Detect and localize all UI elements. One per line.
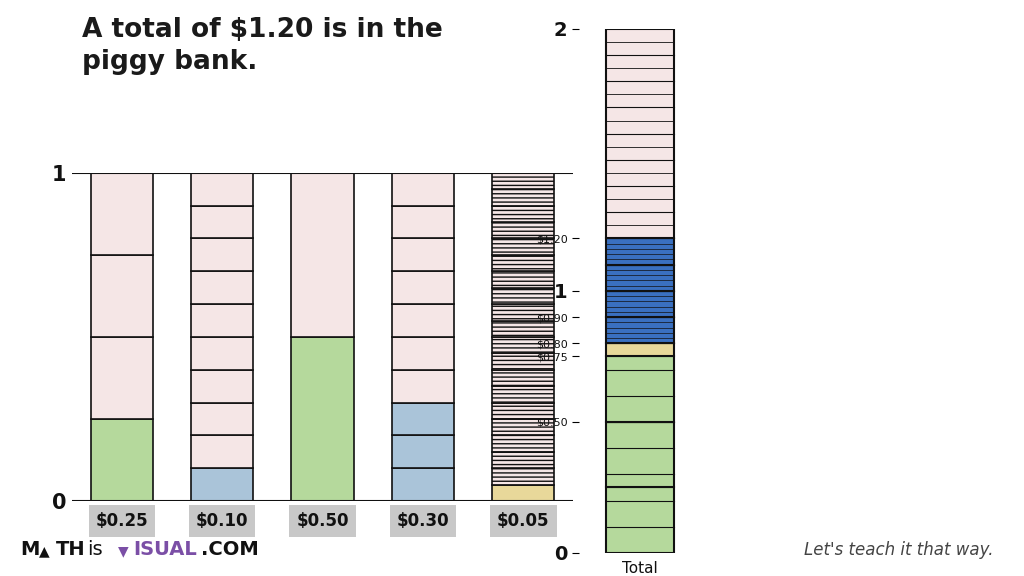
Text: M: M bbox=[20, 540, 40, 559]
Bar bbox=[606, 343, 674, 357]
Bar bbox=[606, 29, 674, 238]
Bar bbox=[392, 238, 454, 271]
Bar bbox=[493, 222, 554, 238]
Bar bbox=[606, 357, 674, 422]
Bar bbox=[493, 238, 554, 255]
Bar bbox=[606, 291, 674, 317]
Bar bbox=[493, 485, 554, 501]
Bar bbox=[191, 304, 253, 337]
Bar bbox=[493, 271, 554, 288]
Text: ISUAL: ISUAL bbox=[133, 540, 197, 559]
Bar bbox=[91, 419, 153, 501]
Bar bbox=[292, 173, 353, 337]
Bar bbox=[392, 337, 454, 370]
Bar bbox=[392, 304, 454, 337]
Bar bbox=[191, 468, 253, 501]
Text: A total of $1.20 is in the
piggy bank.: A total of $1.20 is in the piggy bank. bbox=[82, 17, 442, 75]
Bar bbox=[191, 370, 253, 403]
Bar bbox=[191, 173, 253, 206]
Bar bbox=[493, 255, 554, 271]
Bar bbox=[91, 173, 153, 255]
Bar bbox=[493, 452, 554, 468]
Bar bbox=[493, 320, 554, 337]
Bar bbox=[606, 238, 674, 264]
Bar bbox=[191, 271, 253, 304]
Bar bbox=[493, 403, 554, 419]
Bar bbox=[606, 317, 674, 343]
Bar bbox=[91, 255, 153, 337]
Bar bbox=[392, 173, 454, 206]
Bar bbox=[493, 468, 554, 485]
Bar bbox=[493, 288, 554, 304]
Bar bbox=[493, 354, 554, 370]
Text: .COM: .COM bbox=[201, 540, 258, 559]
Bar bbox=[292, 337, 353, 501]
Bar bbox=[493, 189, 554, 206]
Bar bbox=[606, 422, 674, 487]
Bar bbox=[606, 487, 674, 553]
Bar bbox=[493, 386, 554, 403]
Bar bbox=[91, 337, 153, 419]
Bar bbox=[493, 206, 554, 222]
Bar bbox=[493, 337, 554, 354]
Bar bbox=[392, 206, 454, 238]
Text: ▼: ▼ bbox=[118, 545, 128, 559]
Bar bbox=[392, 435, 454, 468]
Bar bbox=[191, 435, 253, 468]
Bar bbox=[392, 468, 454, 501]
Bar bbox=[493, 419, 554, 435]
Bar bbox=[191, 337, 253, 370]
Bar bbox=[493, 370, 554, 386]
Text: Let's teach it that way.: Let's teach it that way. bbox=[804, 541, 993, 559]
Bar bbox=[606, 264, 674, 291]
Text: ▲: ▲ bbox=[39, 545, 49, 559]
Bar bbox=[191, 238, 253, 271]
Text: is: is bbox=[87, 540, 102, 559]
Bar bbox=[493, 304, 554, 320]
Bar bbox=[493, 435, 554, 452]
Bar bbox=[493, 173, 554, 189]
Bar bbox=[392, 403, 454, 435]
Bar bbox=[392, 271, 454, 304]
Bar bbox=[191, 206, 253, 238]
Bar bbox=[392, 370, 454, 403]
Bar bbox=[191, 403, 253, 435]
Text: TH: TH bbox=[56, 540, 86, 559]
